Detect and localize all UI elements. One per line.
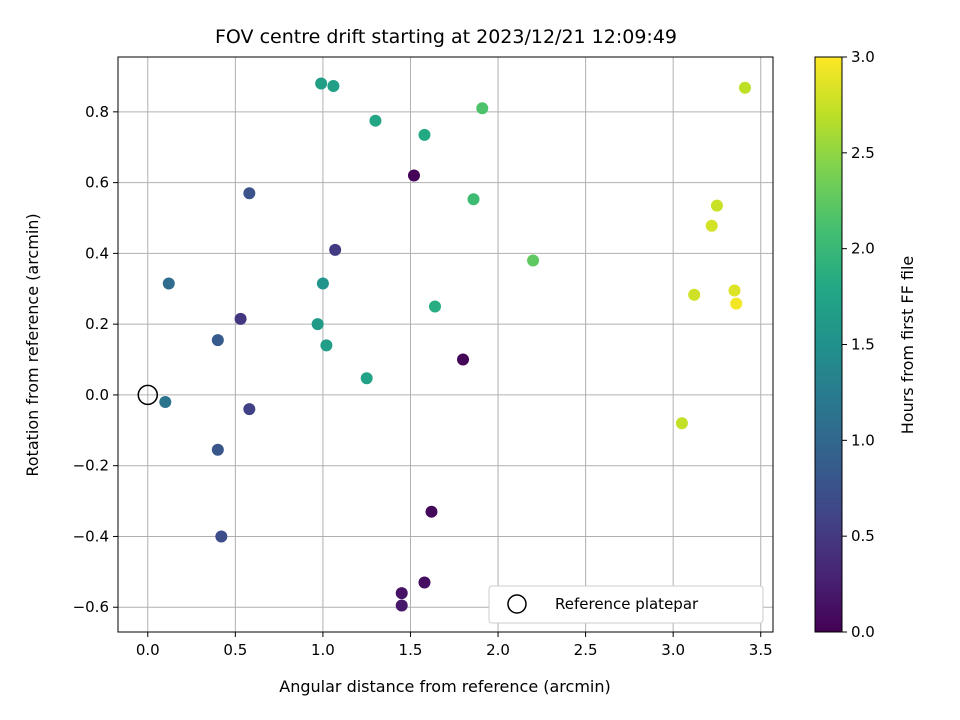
colorbar-tick-label: 2.0	[851, 240, 875, 258]
data-point	[327, 80, 340, 93]
data-point	[425, 505, 438, 518]
y-tick-label: −0.4	[73, 527, 109, 545]
data-point	[243, 403, 256, 416]
y-axis: −0.6 −0.4 −0.2 0.0 0.2 0.4 0.6 0.8	[73, 103, 118, 616]
data-point	[369, 114, 382, 127]
data-point	[395, 587, 408, 600]
data-point	[395, 599, 408, 612]
data-point	[418, 576, 431, 589]
legend-box	[488, 585, 764, 624]
data-point	[705, 219, 718, 232]
colorbar-tick-label: 0.0	[851, 623, 875, 641]
data-point	[527, 254, 540, 267]
data-point	[360, 372, 373, 385]
colorbar-tick-label: 0.5	[851, 527, 875, 545]
colorbar-ticks: 0.0 0.5 1.0 1.5 2.0 2.5 3.0	[842, 48, 875, 641]
data-point	[329, 243, 342, 256]
data-point	[162, 277, 175, 290]
colorbar-tick-label: 1.5	[851, 336, 875, 354]
y-tick-label: 0.0	[85, 386, 109, 404]
y-tick-label: −0.2	[73, 457, 109, 475]
data-point	[407, 169, 420, 182]
y-tick-label: 0.2	[85, 315, 109, 333]
data-point	[211, 443, 224, 456]
data-point	[243, 187, 256, 200]
x-axis-label: Angular distance from reference (arcmin)	[279, 677, 610, 696]
data-point	[159, 396, 172, 408]
data-point	[316, 277, 329, 290]
x-tick-label: 1.0	[311, 641, 335, 659]
data-point	[730, 297, 743, 310]
x-tick-label: 3.0	[661, 641, 685, 659]
legend-marker	[507, 594, 527, 614]
data-point	[457, 353, 470, 366]
reference-platepar-marker	[137, 384, 159, 406]
y-tick-label: 0.6	[85, 174, 109, 192]
x-axis: 0.0 0.5 1.0 1.5 2.0 2.5 3.0 3.5	[136, 632, 773, 659]
colorbar-tick-label: 1.0	[851, 431, 875, 449]
data-point	[428, 300, 441, 313]
grid	[118, 57, 773, 632]
colorbar-tick-label: 2.5	[851, 144, 875, 162]
data-point	[710, 199, 723, 212]
chart-title: FOV centre drift starting at 2023/12/21 …	[215, 26, 677, 48]
x-tick-label: 3.5	[749, 641, 773, 659]
legend: Reference platepar	[488, 585, 764, 624]
data-point	[675, 417, 688, 430]
colorbar: 0.0 0.5 1.0 1.5 2.0 2.5 3.0 Hours from first F…	[814, 48, 917, 641]
x-tick-label: 0.0	[136, 641, 160, 659]
x-tick-label: 2.5	[574, 641, 598, 659]
scatter-series	[137, 77, 751, 612]
colorbar-tick-label: 3.0	[851, 48, 875, 66]
colorbar-label: Hours from first FF file	[898, 256, 917, 435]
data-point	[738, 81, 751, 94]
y-axis-label: Rotation from reference (arcmin)	[23, 213, 42, 476]
x-tick-label: 2.0	[486, 641, 510, 659]
plot-area: 0.0 0.5 1.0 1.5 2.0 2.5 3.0 3.5 −0.6 −0.4 −0.2 0.0…	[73, 56, 774, 659]
y-tick-label: 0.4	[85, 244, 109, 262]
data-point	[215, 530, 228, 543]
data-point	[476, 102, 489, 115]
colorbar-gradient	[814, 56, 843, 633]
data-point	[315, 77, 328, 90]
data-point	[688, 288, 701, 301]
x-tick-label: 0.5	[223, 641, 247, 659]
data-point	[418, 128, 431, 141]
y-tick-label: −0.6	[73, 598, 109, 616]
x-tick-label: 1.5	[399, 641, 423, 659]
data-point	[320, 339, 333, 352]
data-point	[728, 284, 741, 297]
data-point	[234, 312, 247, 325]
data-point	[211, 334, 224, 347]
data-point	[311, 318, 324, 331]
y-tick-label: 0.8	[85, 103, 109, 121]
legend-label: Reference platepar	[555, 595, 699, 613]
data-point	[467, 193, 480, 206]
